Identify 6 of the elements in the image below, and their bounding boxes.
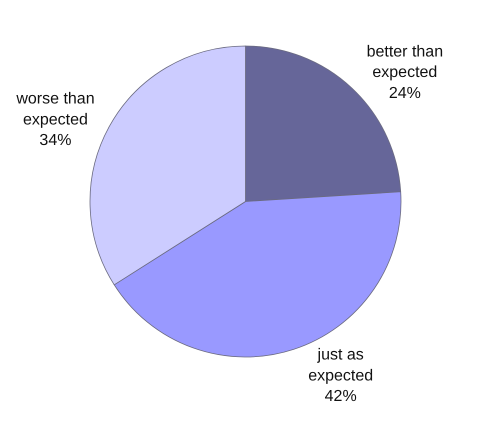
data-label: 42%	[324, 388, 357, 406]
data-label: 34%	[39, 132, 72, 150]
data-label: 24%	[388, 84, 421, 102]
slice-label: just as expected	[308, 346, 374, 384]
slice-label: better than expected	[366, 43, 444, 82]
slice-label: worse than expected	[15, 90, 95, 128]
